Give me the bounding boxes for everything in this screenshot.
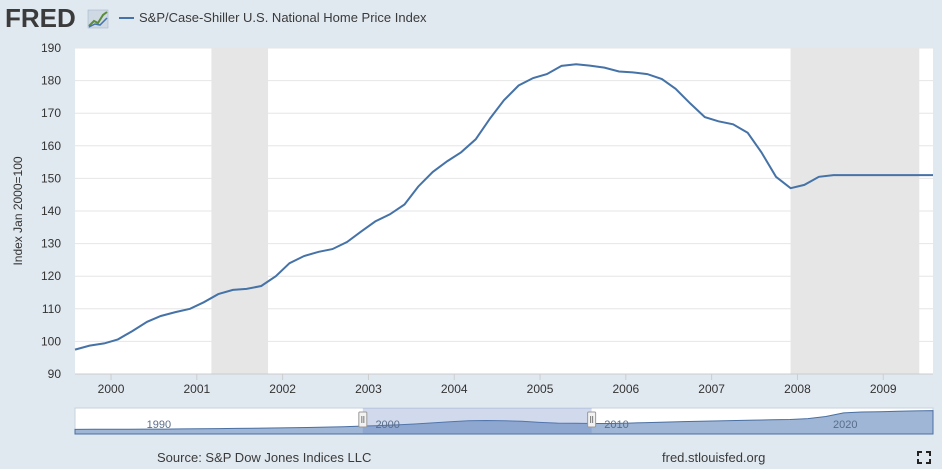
legend[interactable]: S&P/Case-Shiller U.S. National Home Pric…: [119, 10, 427, 25]
navigator-handle-right[interactable]: [587, 411, 597, 428]
y-tick-label: 170: [41, 106, 61, 120]
fred-logo[interactable]: FRED: [5, 3, 109, 33]
y-axis-ticks: 90 100 110 120 130 140 150 160 170 180 190: [41, 41, 61, 381]
x-tick-label: 2009: [870, 382, 897, 396]
legend-label: S&P/Case-Shiller U.S. National Home Pric…: [139, 10, 427, 25]
navigator-selection[interactable]: [362, 408, 592, 434]
y-tick-label: 140: [41, 204, 61, 218]
y-tick-label: 100: [41, 334, 61, 348]
navigator-label: 2010: [604, 419, 628, 431]
navigator-label: 2020: [833, 419, 857, 431]
site-link[interactable]: fred.stlouisfed.org: [662, 450, 765, 465]
x-tick-label: 2004: [441, 382, 468, 396]
y-tick-label: 190: [41, 41, 61, 55]
y-axis-label: Index Jan 2000=100: [11, 156, 25, 265]
logo-chart-icon: [87, 9, 109, 29]
series-line[interactable]: [74, 63, 933, 351]
y-tick-label: 180: [41, 74, 61, 88]
x-tick-label: 2000: [98, 382, 125, 396]
fullscreen-icon[interactable]: [917, 451, 931, 464]
handle-grip: [587, 411, 597, 428]
y-tick-label: 130: [41, 237, 61, 251]
logo-text: FRED: [5, 3, 76, 33]
navigator-label: 1990: [147, 419, 171, 431]
range-navigator[interactable]: 1990 2000 2010 2020: [74, 407, 934, 435]
navigator-labels: 1990 2000 2010 2020: [147, 419, 858, 431]
x-tick-label: 2008: [784, 382, 811, 396]
navigator-label: 2000: [375, 419, 399, 431]
y-tick-label: 90: [48, 367, 62, 381]
navigator-handle-left[interactable]: [358, 411, 368, 428]
y-tick-label: 110: [42, 302, 61, 316]
x-tick-label: 2006: [612, 382, 639, 396]
x-tick-label: 2005: [527, 382, 554, 396]
source-text: Source: S&P Dow Jones Indices LLC: [157, 450, 371, 465]
x-axis-ticks: 2000 2001 2002 2003 2004 2005 2006 2007 2008 2009: [75, 373, 933, 396]
y-tick-label: 150: [41, 171, 61, 185]
handle-grip: [358, 411, 368, 428]
x-tick-label: 2001: [183, 382, 210, 396]
x-tick-label: 2007: [698, 382, 725, 396]
y-tick-label: 160: [41, 139, 61, 153]
y-tick-label: 120: [41, 269, 61, 283]
navigator-series: [74, 410, 934, 435]
x-tick-label: 2002: [269, 382, 296, 396]
x-tick-label: 2003: [355, 382, 382, 396]
